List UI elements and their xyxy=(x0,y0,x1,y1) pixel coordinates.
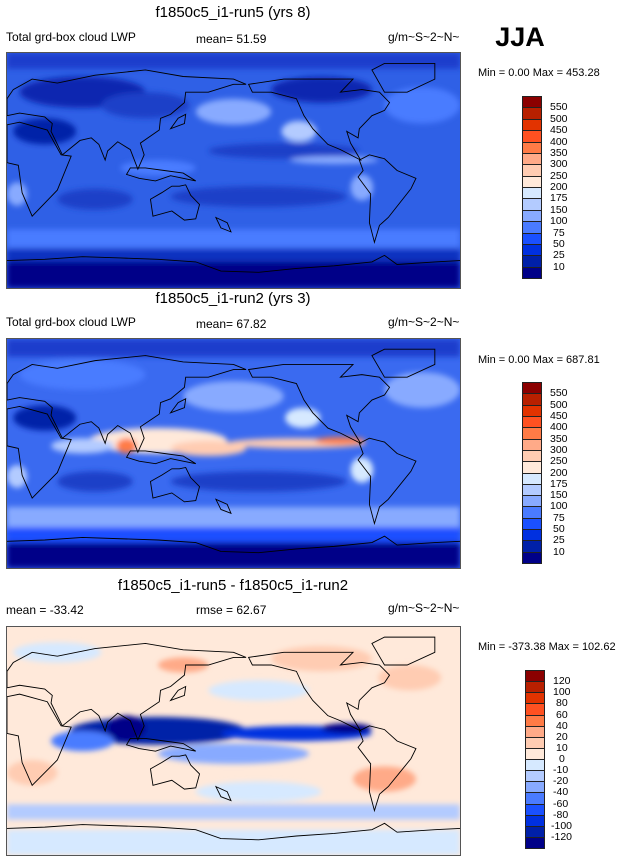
colorbar-label: 300 xyxy=(550,158,568,171)
colorbar-label: 75 xyxy=(553,511,565,524)
colorbar-label: 10 xyxy=(553,260,565,273)
colorbar-label: 175 xyxy=(550,192,568,205)
colorbar-label: 100 xyxy=(553,686,571,699)
colorbar: 550 500 450 400 350 300 250 200 175 150 100 75 50 25 1… xyxy=(522,382,568,564)
panel-title: f1850c5_i1-run5 - f1850c5_i1-run2 xyxy=(117,577,349,594)
colorbar-label: 400 xyxy=(550,135,568,148)
min-max-label: Min = 0.00 Max = 453.28 xyxy=(478,67,600,79)
colorbar-label: 25 xyxy=(553,249,565,262)
panel-title: f1850c5_i1-run5 (yrs 8) xyxy=(155,4,311,21)
variable-label: Total grd-box cloud LWP xyxy=(6,315,136,329)
season-label: JJA xyxy=(495,22,545,52)
colorbar-label: -120 xyxy=(551,830,573,843)
colorbar-label: 250 xyxy=(550,169,568,182)
colorbar-label: 450 xyxy=(550,124,568,137)
colorbar-label: 550 xyxy=(550,387,568,400)
mean-label: mean = -33.42 xyxy=(6,603,84,617)
colorbar-box xyxy=(522,266,542,279)
units-label: g/m~S~2~N~ xyxy=(388,315,460,329)
colorbar-label: 150 xyxy=(550,489,568,502)
colorbar-label: 60 xyxy=(556,708,568,721)
mean-label: mean= 51.59 xyxy=(196,32,267,46)
colorbar-label: 400 xyxy=(550,421,568,434)
map-lwp-run2 xyxy=(6,338,461,569)
map-lwp-difference xyxy=(6,626,461,856)
mean-label: mean= 67.82 xyxy=(196,317,267,331)
colorbar-label: 10 xyxy=(553,545,565,558)
colorbar-label: 300 xyxy=(550,443,568,456)
colorbar-label: 200 xyxy=(550,181,568,193)
colorbar-label: 80 xyxy=(556,697,568,710)
colorbar-box xyxy=(522,551,542,564)
colorbar: 550 500 450 400 350 300 250 200 175 150 100 75 50 25 1… xyxy=(522,96,568,279)
colorbar-label: 50 xyxy=(553,237,565,250)
colorbar-label: 175 xyxy=(550,477,568,490)
colorbar-label: 10 xyxy=(556,741,568,754)
colorbar-label: 450 xyxy=(550,409,568,422)
colorbar-label: 120 xyxy=(553,675,571,688)
colorbar-label: 550 xyxy=(550,101,568,114)
colorbar-label: 500 xyxy=(550,112,568,125)
colorbar-label: 500 xyxy=(550,398,568,411)
colorbar-label: -40 xyxy=(553,786,569,799)
units-label: g/m~S~2~N~ xyxy=(388,601,460,615)
colorbar-label: 150 xyxy=(550,203,568,216)
colorbar-label: 350 xyxy=(550,146,568,159)
colorbar-label: 25 xyxy=(553,534,565,547)
colorbar-label: 350 xyxy=(550,432,568,445)
colorbar-box xyxy=(525,836,545,849)
panel-title: f1850c5_i1-run2 (yrs 3) xyxy=(155,290,311,307)
colorbar-label: 40 xyxy=(556,719,568,732)
colorbar-label: 200 xyxy=(550,466,568,479)
min-max-label: Min = -373.38 Max = 102.62 xyxy=(478,641,616,653)
units-label: g/m~S~2~N~ xyxy=(388,30,460,44)
min-max-label: Min = 0.00 Max = 687.81 xyxy=(478,354,600,366)
colorbar: 120 100 80 60 40 20 10 0 -10 -20 -40 -60 -80 -100 -120 xyxy=(525,670,572,849)
colorbar-label: 75 xyxy=(553,226,565,239)
colorbar-label: -60 xyxy=(553,797,569,810)
colorbar-label: -20 xyxy=(553,775,569,788)
colorbar-label: 250 xyxy=(550,455,568,468)
colorbar-label: 50 xyxy=(553,523,565,536)
variable-label: Total grd-box cloud LWP xyxy=(6,30,136,44)
map-lwp-run5 xyxy=(6,52,461,289)
colorbar-label: 0 xyxy=(559,753,565,765)
rmse-label: rmse = 62.67 xyxy=(196,603,267,617)
colorbar-label: 100 xyxy=(550,500,568,513)
colorbar-label: 100 xyxy=(550,215,568,228)
colorbar-label: -100 xyxy=(551,819,573,832)
colorbar-label: -80 xyxy=(553,808,569,821)
colorbar-label: 20 xyxy=(556,730,568,743)
colorbar-label: -10 xyxy=(553,764,569,777)
